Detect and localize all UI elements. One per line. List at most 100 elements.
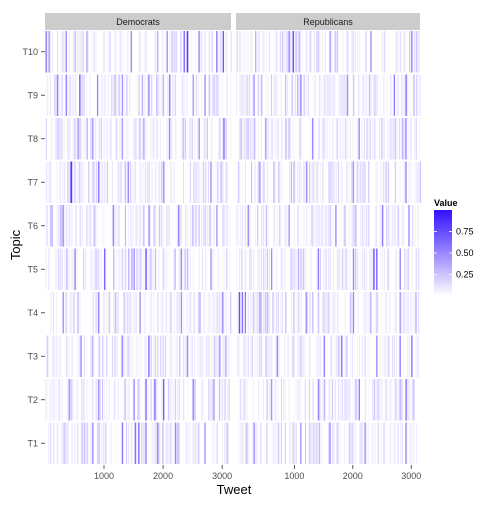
heatmap-cell (187, 422, 188, 464)
heatmap-cell (240, 292, 242, 334)
heatmap-cell (144, 292, 146, 334)
heatmap-cell (197, 31, 200, 73)
heatmap-cell (170, 292, 172, 334)
heatmap-cell (102, 335, 104, 377)
heatmap-cell (378, 422, 381, 464)
heatmap-cell-high (121, 74, 124, 116)
heatmap-cell (256, 335, 258, 377)
heatmap-cell (365, 248, 367, 290)
heatmap-cell (289, 118, 290, 160)
heatmap-cell (126, 422, 127, 464)
heatmap-cell (88, 161, 90, 203)
heatmap-cell (173, 248, 175, 290)
heatmap-cell (279, 422, 280, 464)
heatmap-cell (342, 379, 344, 421)
heatmap-cell (179, 248, 181, 290)
heatmap-cell (140, 118, 142, 160)
heatmap-cell-high (138, 422, 140, 464)
heatmap-cell (294, 74, 297, 116)
heatmap-cell (128, 205, 129, 247)
heatmap-cell (178, 422, 180, 464)
heatmap-cell (195, 205, 197, 247)
heatmap-cell (225, 335, 227, 377)
heatmap-row-t8 (45, 118, 232, 160)
heatmap-cell (298, 335, 301, 377)
heatmap-cell (303, 74, 305, 116)
heatmap-cell (90, 422, 92, 464)
heatmap-cell (334, 379, 337, 421)
heatmap-cell (55, 74, 57, 116)
heatmap-cell-high (323, 335, 325, 377)
heatmap-cell (419, 161, 421, 203)
heatmap-cell (261, 422, 263, 464)
heatmap-cell (141, 74, 144, 116)
heatmap-cell (191, 31, 192, 73)
heatmap-cell (59, 118, 62, 160)
heatmap-cell (107, 74, 109, 116)
heatmap-cell (221, 118, 223, 160)
heatmap-cell (415, 248, 417, 290)
heatmap-cell (375, 292, 377, 334)
heatmap-cell (366, 248, 368, 290)
heatmap-cell (410, 118, 412, 160)
heatmap-cell-high (121, 118, 124, 160)
heatmap-cell (63, 118, 65, 160)
heatmap-cell (58, 74, 60, 116)
heatmap-cell (143, 248, 145, 290)
heatmap-cell (61, 205, 63, 247)
heatmap-cell (136, 205, 138, 247)
heatmap-cell (363, 118, 365, 160)
heatmap-cell (212, 248, 214, 290)
heatmap-cell (351, 205, 353, 247)
heatmap-cell (189, 292, 191, 334)
heatmap-cell (49, 31, 51, 73)
heatmap-cell (368, 74, 370, 116)
heatmap-cell (215, 161, 217, 203)
heatmap-cell (114, 335, 116, 377)
heatmap-cell (378, 118, 381, 160)
heatmap-cell (185, 335, 186, 377)
heatmap-cell (118, 248, 120, 290)
heatmap-cell (74, 161, 76, 203)
heatmap-cell (295, 248, 297, 290)
heatmap-cell (224, 422, 226, 464)
heatmap-cell (240, 422, 242, 464)
heatmap-cell (287, 335, 289, 377)
heatmap-cell (52, 379, 54, 421)
heatmap-cell (200, 31, 202, 73)
heatmap-cell (385, 335, 387, 377)
heatmap-cell (154, 422, 156, 464)
heatmap-cell (176, 292, 178, 334)
heatmap-cell (262, 379, 264, 421)
heatmap-cell (315, 205, 317, 247)
heatmap-cell (275, 74, 277, 116)
heatmap-row-t1 (239, 422, 417, 464)
heatmap-row-t9 (46, 74, 232, 116)
heatmap-cell (133, 335, 135, 377)
heatmap-cell (131, 335, 133, 377)
heatmap-cell (267, 74, 269, 116)
heatmap-cell (385, 292, 388, 334)
heatmap-cell (382, 118, 384, 160)
heatmap-cell (311, 161, 313, 203)
heatmap-cell (349, 205, 351, 247)
heatmap-cell (46, 31, 48, 73)
heatmap-cell (366, 118, 369, 160)
heatmap-cell (252, 379, 254, 421)
heatmap-cell (79, 205, 81, 247)
heatmap-cell (171, 118, 173, 160)
heatmap-cell (99, 161, 101, 203)
y-tick-label: T10 (22, 47, 38, 57)
heatmap-cell (355, 248, 358, 290)
heatmap-cell (342, 31, 344, 73)
heatmap-cell (263, 292, 265, 334)
heatmap-cell (92, 292, 94, 334)
heatmap-cell (67, 335, 69, 377)
heatmap-cell (384, 161, 386, 203)
heatmap-cell-high (352, 161, 355, 203)
heatmap-cell (407, 248, 409, 290)
heatmap-cell (225, 161, 226, 203)
heatmap-cell (115, 422, 117, 464)
heatmap-cell (371, 422, 372, 464)
